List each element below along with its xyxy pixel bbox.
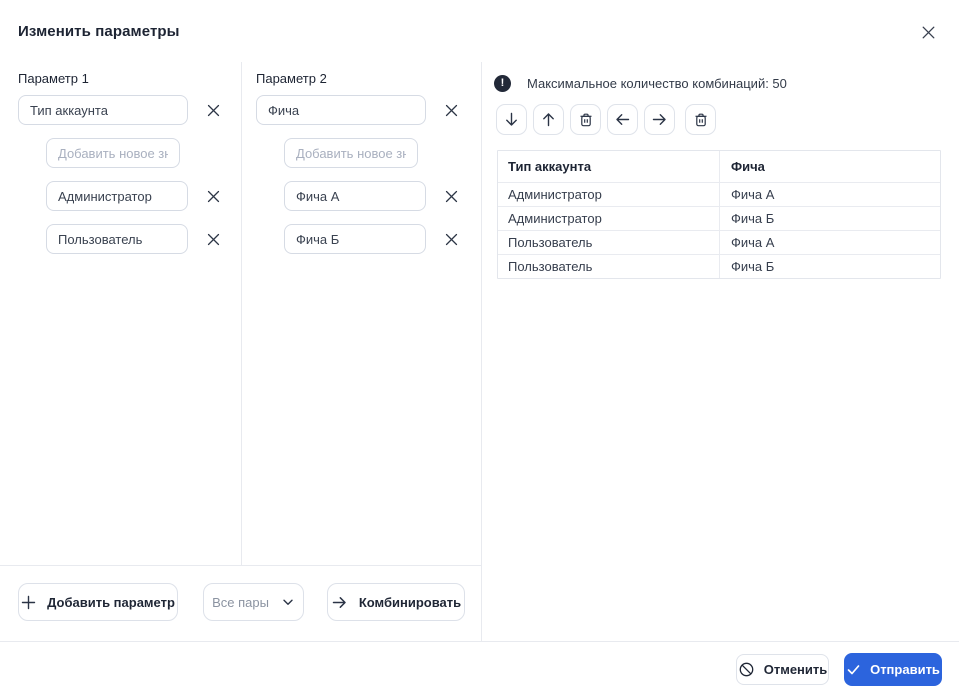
delete-column-button[interactable]	[685, 104, 716, 135]
value-input[interactable]	[46, 224, 188, 254]
x-icon	[445, 190, 458, 203]
table-row[interactable]: Администратор Фича А	[498, 182, 940, 206]
table-header-cell: Фича	[719, 151, 940, 182]
arrow-left-icon	[614, 111, 631, 128]
move-row-down-button[interactable]	[496, 104, 527, 135]
cancel-button[interactable]: Отменить	[736, 654, 829, 685]
trash-icon	[578, 112, 594, 128]
table-cell: Фича Б	[719, 255, 940, 278]
remove-value-button[interactable]	[204, 230, 222, 248]
info-icon: !	[494, 75, 511, 92]
value-input[interactable]	[284, 181, 426, 211]
table-cell: Фича Б	[719, 207, 940, 230]
parameter-column-2: Параметр 2	[256, 71, 478, 267]
parameter-label: Параметр 1	[18, 71, 89, 86]
combinations-table: Тип аккаунта Фича Администратор Фича А А…	[497, 150, 941, 279]
table-cell: Фича А	[719, 231, 940, 254]
combine-button[interactable]: Комбинировать	[327, 583, 465, 621]
cancel-icon	[738, 661, 755, 678]
table-cell: Пользователь	[508, 235, 593, 250]
x-icon	[207, 233, 220, 246]
arrow-right-icon	[651, 111, 668, 128]
divider-left-footer	[0, 565, 481, 566]
arrow-down-icon	[503, 111, 520, 128]
x-icon	[207, 104, 220, 117]
chevron-down-icon	[281, 595, 295, 609]
parameter-label: Параметр 2	[256, 71, 327, 86]
max-combinations-info: ! Максимальное количество комбинаций: 50	[494, 75, 787, 92]
value-input[interactable]	[284, 224, 426, 254]
table-cell: Фича А	[719, 183, 940, 206]
cancel-label: Отменить	[763, 662, 828, 677]
table-row[interactable]: Администратор Фича Б	[498, 206, 940, 230]
close-icon	[921, 25, 936, 40]
value-input[interactable]	[46, 181, 188, 211]
move-column-right-button[interactable]	[644, 104, 675, 135]
parameter-name-input[interactable]	[256, 95, 426, 125]
arrow-right-icon	[331, 594, 348, 611]
x-icon	[445, 233, 458, 246]
divider-columns	[241, 62, 242, 565]
parameter-name-input[interactable]	[18, 95, 188, 125]
remove-parameter-button[interactable]	[204, 101, 222, 119]
move-row-up-button[interactable]	[533, 104, 564, 135]
table-cell: Пользователь	[508, 259, 593, 274]
table-row[interactable]: Пользователь Фича Б	[498, 254, 940, 278]
divider-footer	[0, 641, 959, 642]
remove-value-button[interactable]	[204, 187, 222, 205]
remove-parameter-button[interactable]	[442, 101, 460, 119]
divider-panels	[481, 62, 482, 641]
submit-button[interactable]: Отправить	[844, 653, 942, 686]
pairs-mode-dropdown[interactable]: Все пары	[203, 583, 304, 621]
move-column-left-button[interactable]	[607, 104, 638, 135]
add-parameter-button[interactable]: Добавить параметр	[18, 583, 178, 621]
table-cell: Администратор	[508, 211, 602, 226]
table-toolbar	[496, 104, 716, 135]
table-row[interactable]: Пользователь Фича А	[498, 230, 940, 254]
x-icon	[445, 104, 458, 117]
page-title: Изменить параметры	[18, 23, 180, 40]
info-text: Максимальное количество комбинаций: 50	[527, 76, 787, 91]
table-header-cell: Тип аккаунта	[508, 159, 592, 174]
delete-row-button[interactable]	[570, 104, 601, 135]
add-value-input[interactable]	[284, 138, 418, 168]
table-header-row: Тип аккаунта Фича	[498, 151, 940, 182]
remove-value-button[interactable]	[442, 230, 460, 248]
close-button[interactable]	[918, 22, 938, 42]
plus-icon	[21, 595, 36, 610]
pairs-mode-value: Все пары	[212, 594, 269, 610]
submit-label: Отправить	[870, 662, 940, 677]
trash-icon	[693, 112, 709, 128]
add-parameter-label: Добавить параметр	[47, 594, 175, 610]
add-value-input[interactable]	[46, 138, 180, 168]
remove-value-button[interactable]	[442, 187, 460, 205]
combine-label: Комбинировать	[358, 594, 462, 610]
parameter-column-1: Параметр 1	[18, 71, 240, 267]
arrow-up-icon	[540, 111, 557, 128]
table-cell: Администратор	[508, 187, 602, 202]
x-icon	[207, 190, 220, 203]
check-icon	[846, 662, 861, 677]
